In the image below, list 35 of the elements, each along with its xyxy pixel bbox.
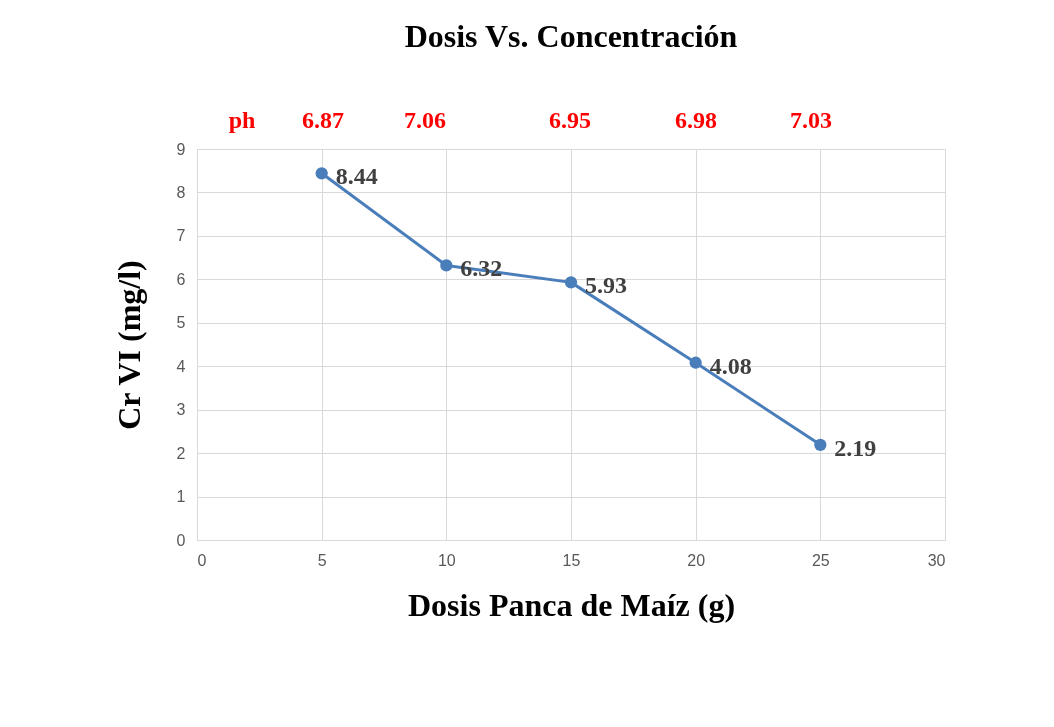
text: ph [228,107,256,133]
data-label: 2.19 [834,434,877,461]
data-label: 4.08 [709,352,752,379]
y-tick-label: 4 [176,357,186,375]
x-axis-title: Dosis Panca de Maíz (g) [407,586,736,623]
text: 7.06 [404,107,446,133]
point [440,259,453,272]
data-label: 5.93 [585,272,627,299]
text: 7.03 [790,107,832,133]
y-tick-label: 7 [176,227,186,245]
text: 6.98 [675,107,717,133]
y-tick-label: 0 [176,531,186,549]
point [315,167,328,180]
x-tick-label: 10 [437,551,456,569]
y-tick-label: 9 [176,140,186,158]
y-tick-label: 1 [176,488,186,506]
point [814,438,827,451]
point [564,276,578,289]
x-tick-label: 15 [562,551,581,569]
x-tick-label: 25 [811,551,830,569]
text: 6.95 [549,107,591,133]
chart-title: Dosis Vs. Concentración [404,18,738,54]
y-tick-label: 2 [176,444,186,462]
text: 6.87 [302,107,344,133]
y-tick-label: 8 [176,183,186,201]
x-tick-label: 5 [317,551,327,569]
y-tick-label: 6 [176,270,186,288]
x-tick-label: 20 [687,551,706,569]
x-tick-label: 0 [197,551,207,569]
x-tick-label: 30 [927,551,946,569]
point [689,356,702,369]
data-label: 8.44 [335,163,378,190]
y-axis-title: Cr VI (mg/l) [110,260,147,430]
y-tick-label: 3 [176,401,186,419]
y-tick-label: 5 [176,314,186,332]
